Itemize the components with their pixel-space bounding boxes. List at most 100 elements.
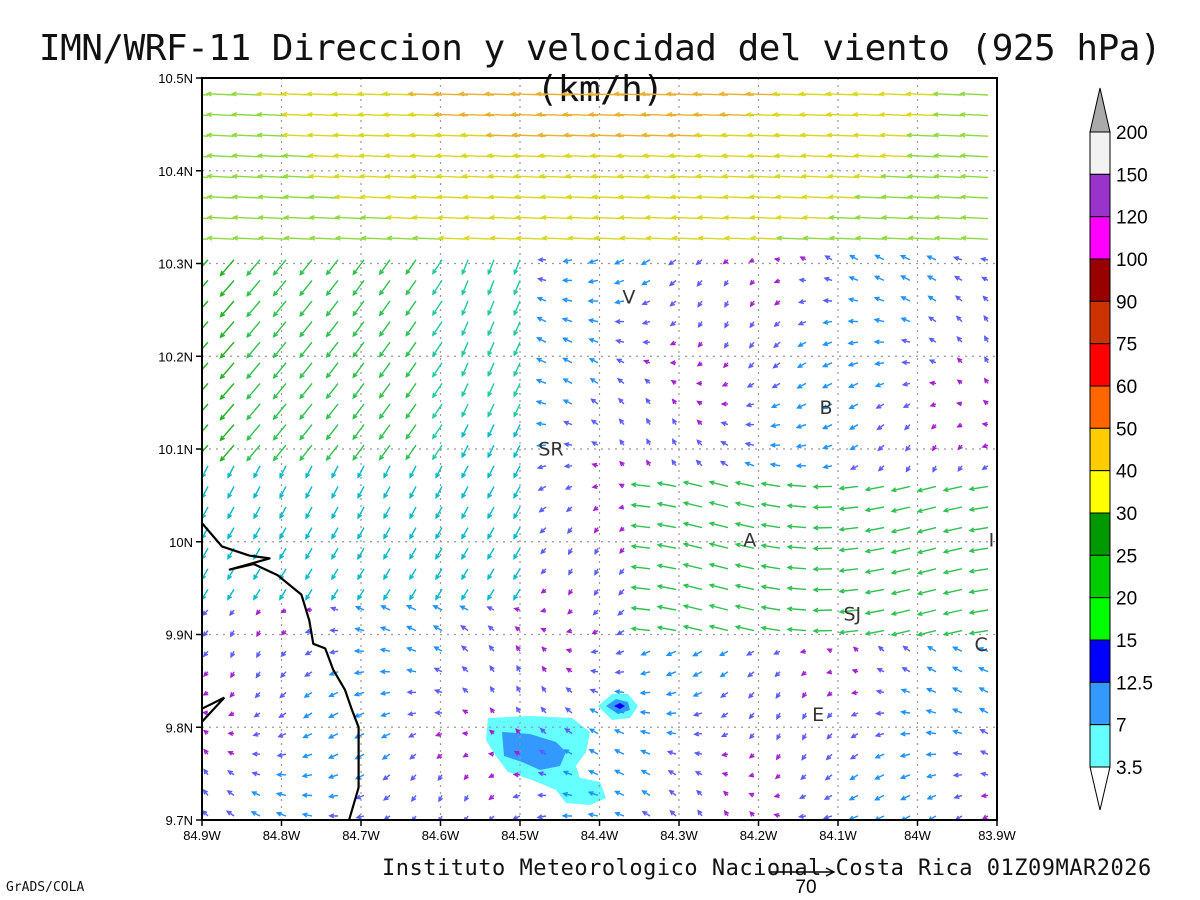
wind-vector: [379, 403, 391, 419]
wind-vector-head: [357, 574, 363, 581]
wind-vector: [383, 589, 391, 600]
wind-vector: [299, 362, 313, 379]
wind-vector: [513, 444, 521, 458]
wind-vector-head: [353, 691, 360, 697]
wind-vector-head: [932, 132, 939, 138]
colorbar-label: 200: [1116, 123, 1148, 144]
wind-vector-head: [536, 296, 543, 302]
wind-vector-head: [299, 373, 305, 379]
wind-vector-head: [734, 542, 741, 548]
wind-vector-head: [489, 664, 495, 671]
wind-vector-head: [255, 609, 261, 616]
wind-vector-head: [227, 472, 233, 479]
wind-vector-head: [880, 214, 887, 221]
wind-vector-head: [708, 500, 715, 506]
wind-vector: [220, 382, 235, 400]
wind-vector-head: [669, 194, 676, 200]
wind-vector: [409, 568, 417, 580]
wind-vector: [465, 237, 495, 240]
wind-vector: [334, 154, 365, 158]
colorbar-swatch: [1089, 554, 1111, 599]
wind-vector: [253, 527, 261, 539]
wind-vector-head: [899, 254, 906, 260]
wind-vector-head: [907, 214, 914, 221]
wind-vector: [747, 134, 781, 137]
wind-vector: [776, 196, 807, 199]
wind-vector-head: [353, 648, 360, 654]
wind-vector-head: [513, 513, 519, 520]
wind-vector-head: [325, 331, 332, 338]
wind-vector-head: [565, 667, 572, 673]
wind-vector-head: [668, 280, 675, 287]
wind-vector-head: [513, 432, 519, 439]
wind-vector-head: [513, 391, 519, 398]
colorbar-under-triangle: [1089, 766, 1111, 811]
wind-vector: [683, 481, 703, 488]
wind-vector: [631, 627, 651, 632]
wind-vector: [305, 547, 313, 559]
wind-vector-head: [461, 730, 468, 737]
wind-vector: [748, 154, 781, 158]
wind-vector-head: [487, 574, 493, 581]
wind-vector: [891, 609, 911, 615]
wind-vector: [917, 568, 937, 574]
wind-vector-head: [672, 418, 678, 424]
wind-vector-head: [246, 352, 252, 359]
wind-vector: [305, 568, 313, 580]
wind-vector: [273, 403, 287, 420]
wind-vector-head: [437, 235, 444, 241]
wind-vector: [432, 280, 443, 295]
wind-vector: [258, 196, 287, 199]
y-tick-label: 10.2N: [158, 349, 193, 364]
wind-vector-head: [905, 91, 912, 97]
wind-vector-head: [826, 712, 833, 719]
place-label-sj: SJ: [843, 604, 861, 626]
wind-vector-head: [614, 111, 621, 118]
wind-vector-head: [253, 594, 259, 601]
wind-vector-head: [487, 289, 493, 296]
wind-vector-head: [812, 566, 819, 572]
wind-vector-head: [275, 791, 282, 797]
wind-vector: [488, 175, 521, 179]
wind-vector-head: [926, 666, 933, 672]
wind-vector-head: [182, 133, 186, 137]
wind-vector: [284, 237, 313, 240]
wind-vector: [709, 522, 729, 529]
wind-vector: [259, 237, 287, 240]
wind-vector-head: [352, 393, 358, 400]
wind-vector: [865, 526, 885, 532]
wind-vector: [246, 321, 261, 338]
wind-vector-head: [513, 594, 519, 601]
wind-vector-head: [822, 464, 829, 470]
wind-vector: [513, 300, 521, 315]
wind-vector: [891, 568, 911, 574]
wind-vector-head: [641, 280, 648, 286]
wind-vector: [227, 486, 235, 498]
wind-vector: [683, 605, 703, 611]
wind-vector-head: [383, 574, 389, 581]
wind-vector-head: [435, 513, 441, 520]
wind-vector-head: [720, 732, 727, 738]
wind-vector-head: [864, 486, 871, 492]
wind-vector-head: [409, 754, 415, 760]
wind-vector: [827, 134, 859, 137]
wind-vector-head: [932, 466, 938, 473]
wind-vector: [438, 216, 469, 220]
wind-vector-head: [616, 173, 623, 179]
wind-vector-head: [278, 713, 285, 719]
wind-vector-head: [254, 692, 261, 699]
wind-vector-head: [460, 153, 467, 159]
y-tick-label: 9.9N: [166, 628, 193, 643]
wind-vector: [284, 216, 313, 220]
wind-vector-head: [864, 589, 871, 595]
wind-vector-head: [928, 337, 935, 343]
wind-vector: [542, 237, 573, 240]
wind-vector: [461, 486, 469, 498]
wind-vector: [387, 237, 417, 240]
wind-vector-head: [696, 214, 703, 221]
wind-vector-head: [378, 310, 385, 317]
wind-vector: [696, 175, 729, 179]
wind-vector: [352, 444, 365, 461]
wind-vector: [891, 588, 911, 595]
